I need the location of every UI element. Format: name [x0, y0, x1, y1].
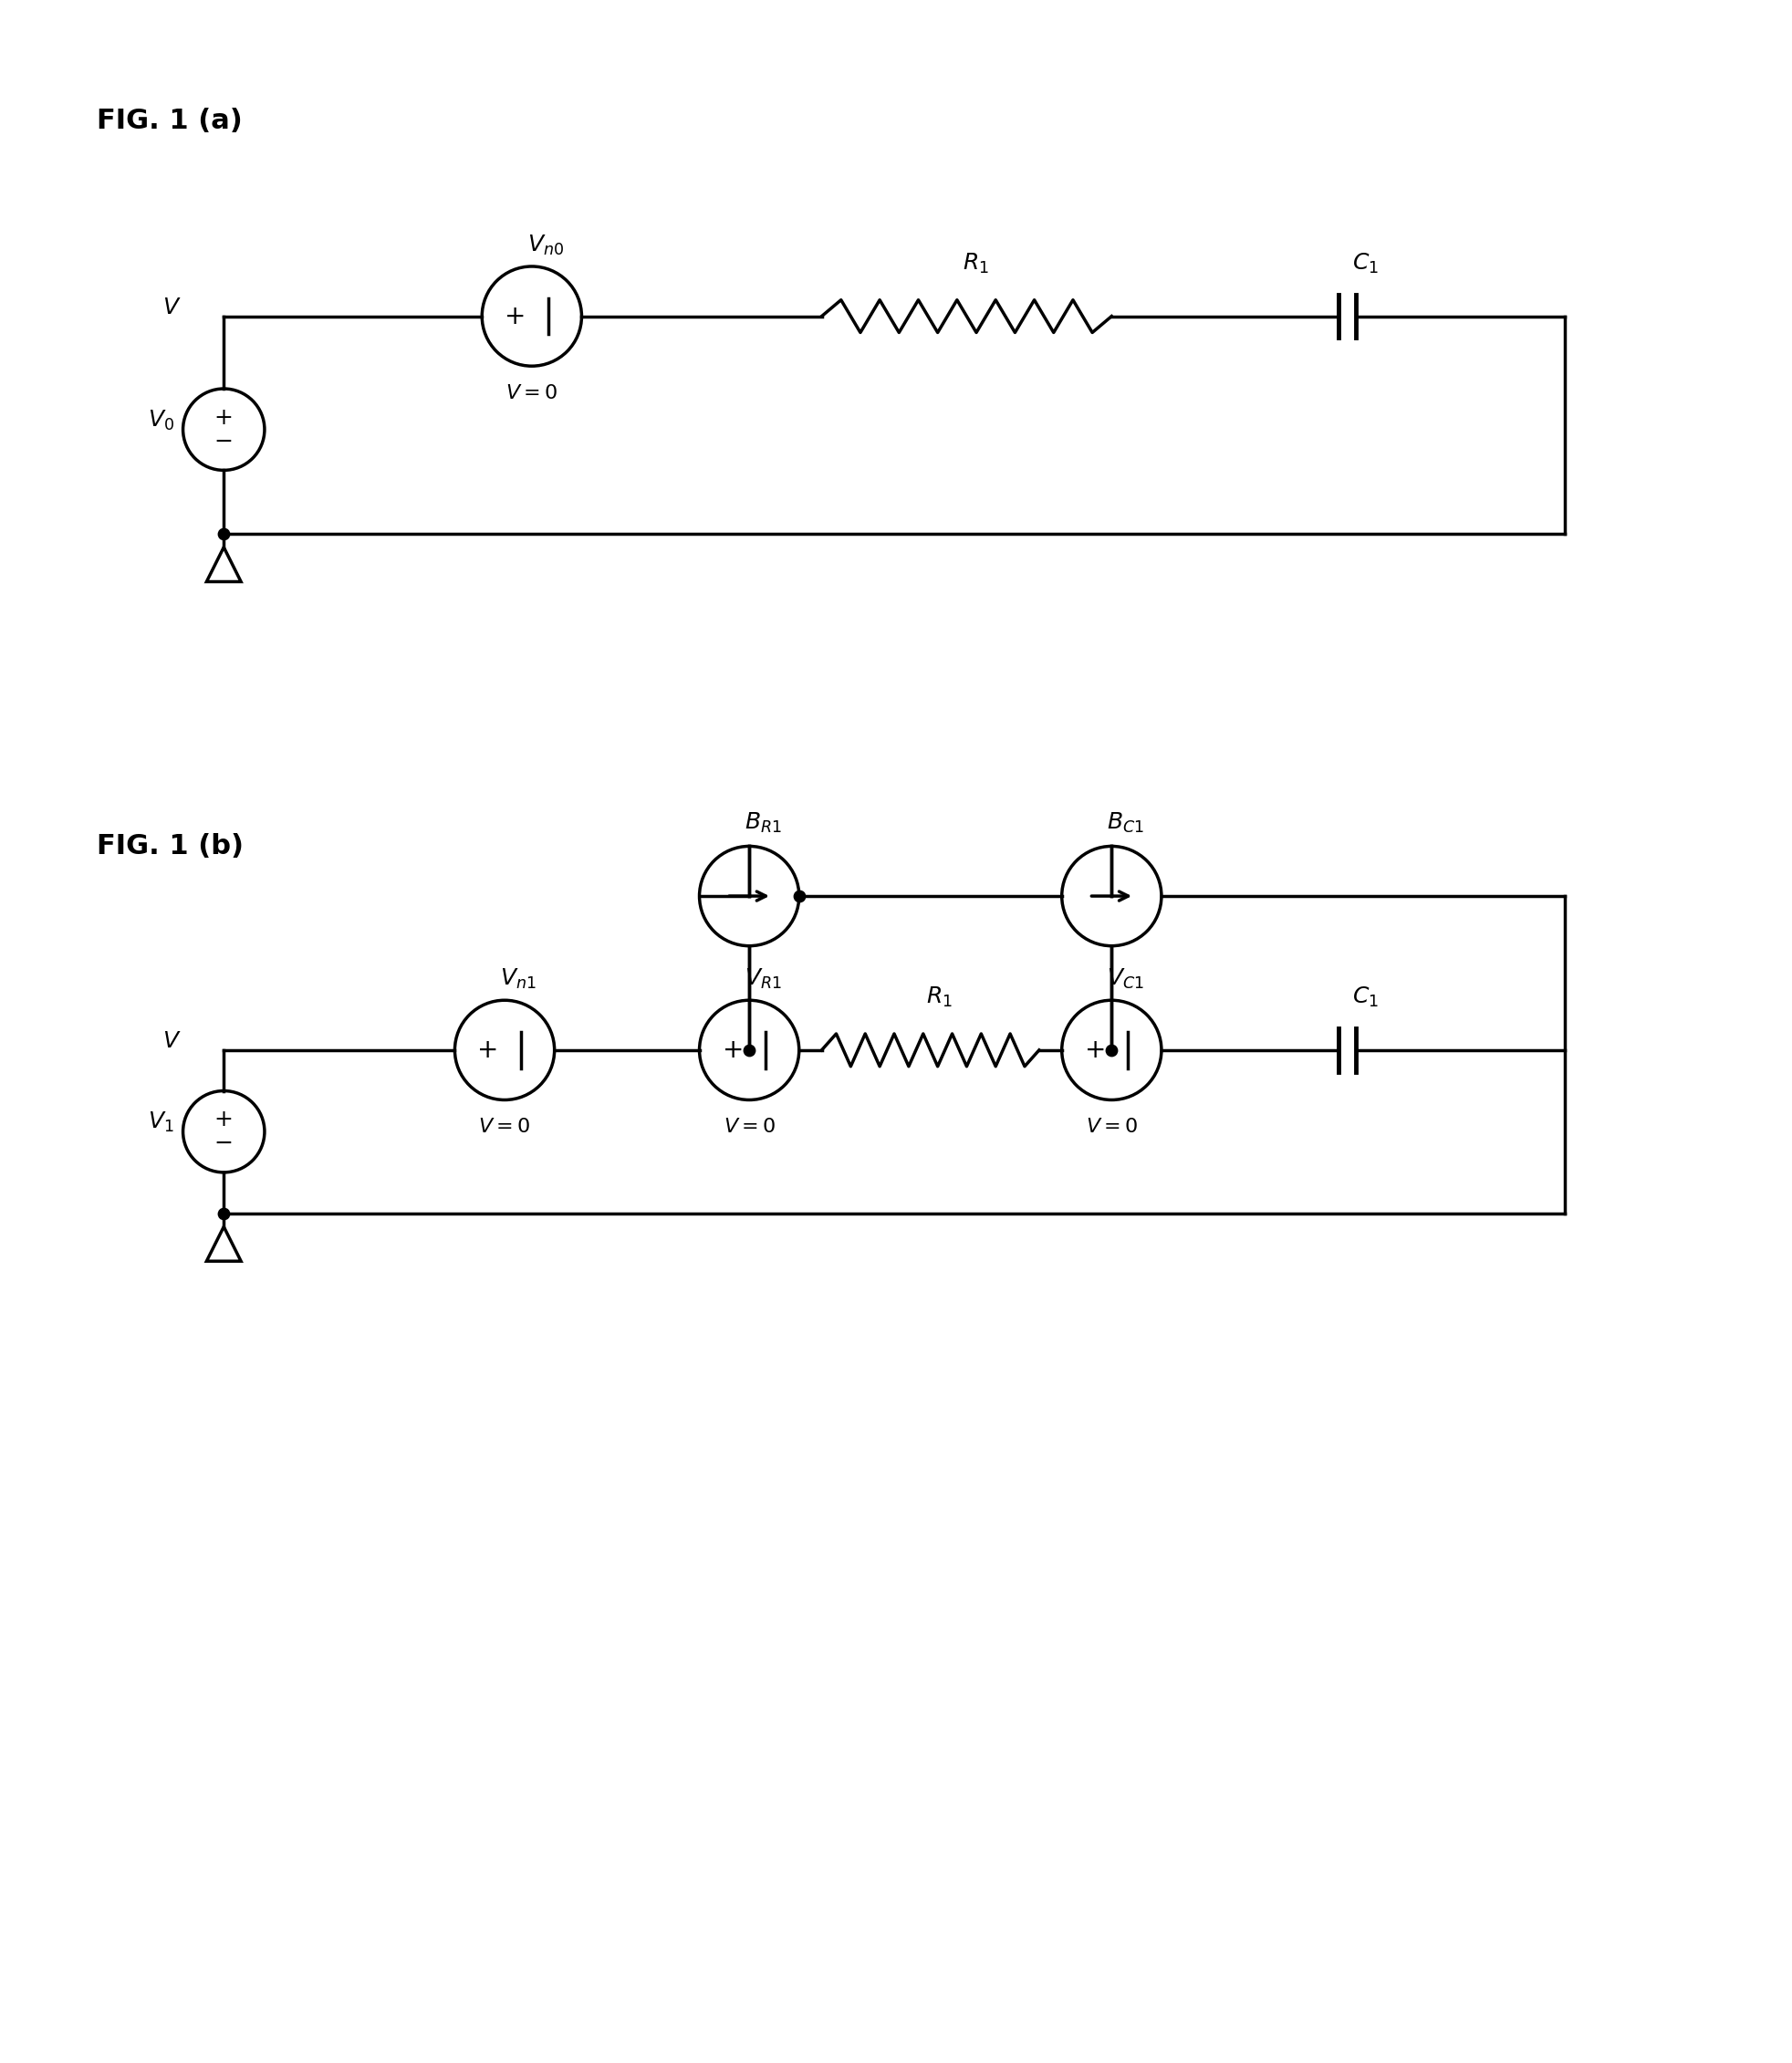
Point	[210, 1197, 238, 1230]
Point	[1097, 1034, 1125, 1067]
Text: +: +	[722, 1038, 744, 1062]
Text: $V=0$: $V=0$	[1086, 1118, 1138, 1137]
Text: $V_0$: $V_0$	[147, 408, 174, 433]
Text: $V_{n0}$: $V_{n0}$	[527, 233, 564, 258]
Point	[210, 518, 238, 551]
Text: $V_{R1}$: $V_{R1}$	[744, 968, 781, 990]
Text: $V=0$: $V=0$	[505, 384, 557, 402]
Text: −: −	[215, 431, 233, 452]
Text: −: −	[215, 1133, 233, 1155]
Point	[785, 879, 814, 912]
Text: FIG. 1 (a): FIG. 1 (a)	[97, 107, 242, 134]
Text: FIG. 1 (b): FIG. 1 (b)	[97, 833, 244, 858]
Text: $B_{R1}$: $B_{R1}$	[744, 811, 781, 833]
Text: $V=0$: $V=0$	[478, 1118, 530, 1137]
Text: +: +	[215, 406, 233, 429]
Text: $B_{C1}$: $B_{C1}$	[1107, 811, 1143, 833]
Text: V: V	[163, 297, 179, 318]
Text: $C_1$: $C_1$	[1353, 252, 1378, 276]
Point	[735, 1034, 763, 1067]
Text: $C_1$: $C_1$	[1353, 986, 1378, 1009]
Text: +: +	[505, 303, 527, 328]
Text: $R_1$: $R_1$	[926, 986, 953, 1009]
Text: $V=0$: $V=0$	[724, 1118, 776, 1137]
Text: +: +	[215, 1110, 233, 1131]
Text: $V_{C1}$: $V_{C1}$	[1107, 968, 1143, 990]
Text: $V_{n1}$: $V_{n1}$	[500, 968, 536, 990]
Text: $V_1$: $V_1$	[149, 1110, 174, 1135]
Text: $R_1$: $R_1$	[962, 252, 989, 276]
Text: V: V	[163, 1029, 179, 1052]
Text: +: +	[478, 1038, 498, 1062]
Text: +: +	[1084, 1038, 1106, 1062]
